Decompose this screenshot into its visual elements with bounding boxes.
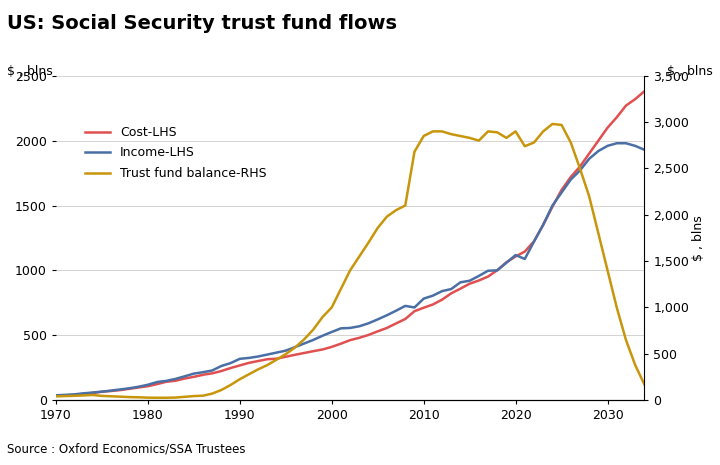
Text: Source : Oxford Economics/SSA Trustees: Source : Oxford Economics/SSA Trustees <box>7 443 246 456</box>
Income-LHS <box>189 371 198 376</box>
Cost-LHS <box>621 103 630 108</box>
Income-LHS <box>621 140 630 146</box>
Income-LHS <box>226 360 235 366</box>
Line: Cost-LHS: Cost-LHS <box>56 91 644 396</box>
Trust fund balance-RHS <box>309 327 318 332</box>
Cost-LHS <box>52 393 60 399</box>
Income-LHS <box>613 140 621 146</box>
Cost-LHS <box>226 365 235 371</box>
Income-LHS <box>557 190 566 195</box>
Cost-LHS <box>557 187 566 193</box>
Y-axis label: $ , blns: $ , blns <box>692 215 705 261</box>
Income-LHS <box>640 147 649 153</box>
Text: $ , blns: $ , blns <box>667 65 713 78</box>
Trust fund balance-RHS <box>640 381 649 387</box>
Trust fund balance-RHS <box>52 393 60 399</box>
Income-LHS <box>355 324 364 329</box>
Cost-LHS <box>355 335 364 340</box>
Line: Trust fund balance-RHS: Trust fund balance-RHS <box>56 124 644 398</box>
Income-LHS <box>52 392 60 398</box>
Income-LHS <box>300 341 308 346</box>
Trust fund balance-RHS <box>576 166 585 171</box>
Trust fund balance-RHS <box>364 240 373 246</box>
Cost-LHS <box>189 374 198 379</box>
Text: US: Social Security trust fund flows: US: Social Security trust fund flows <box>7 14 397 33</box>
Cost-LHS <box>300 350 308 356</box>
Trust fund balance-RHS <box>199 393 207 399</box>
Text: $ , blns: $ , blns <box>7 65 53 78</box>
Legend: Cost-LHS, Income-LHS, Trust fund balance-RHS: Cost-LHS, Income-LHS, Trust fund balance… <box>80 121 271 185</box>
Trust fund balance-RHS <box>235 377 244 382</box>
Trust fund balance-RHS <box>153 395 161 400</box>
Trust fund balance-RHS <box>621 337 630 343</box>
Cost-LHS <box>640 88 649 94</box>
Line: Income-LHS: Income-LHS <box>56 143 644 395</box>
Trust fund balance-RHS <box>548 121 557 127</box>
